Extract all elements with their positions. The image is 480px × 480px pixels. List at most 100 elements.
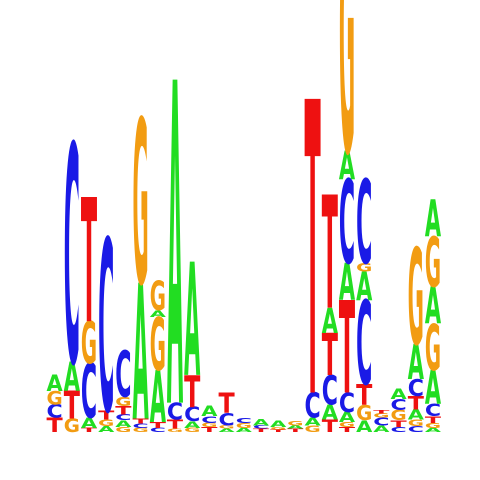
- logo-letter-a: A: [373, 423, 390, 434]
- logo-letter-a: A: [236, 427, 252, 434]
- logo-letter-g: G: [270, 427, 286, 431]
- logo-letter-t: T: [322, 323, 338, 390]
- logo-letter-t: T: [81, 427, 97, 434]
- logo-letter-g: G: [408, 418, 424, 429]
- logo-letter-c: C: [201, 414, 217, 425]
- logo-letter-a: A: [64, 353, 80, 401]
- logo-letter-a: A: [425, 427, 441, 434]
- logo-column-14: TGA: [270, 418, 287, 433]
- logo-letter-a: A: [425, 362, 441, 415]
- logo-letter-g: G: [425, 223, 441, 303]
- logo-letter-g: G: [115, 426, 131, 434]
- logo-letter-c: C: [150, 427, 166, 434]
- logo-letter-g: G: [133, 73, 149, 336]
- logo-letter-a: A: [408, 408, 425, 424]
- logo-letter-g: G: [339, 0, 355, 228]
- logo-letter-a: A: [391, 388, 408, 404]
- logo-letter-c: C: [133, 422, 149, 429]
- logo-letter-t: T: [133, 418, 149, 426]
- logo-letter-a: A: [47, 371, 64, 397]
- logo-letter-g: G: [47, 388, 63, 409]
- logo-letter-c: C: [81, 350, 97, 437]
- logo-letter-g: G: [150, 303, 166, 388]
- logo-letter-g: G: [236, 422, 252, 430]
- logo-letter-t: T: [167, 417, 183, 432]
- logo-letter-c: C: [167, 399, 183, 426]
- logo-letter-a: A: [253, 417, 270, 428]
- logo-letter-c: C: [47, 401, 63, 423]
- logo-letter-a: A: [339, 144, 356, 189]
- logo-letter-c: C: [339, 156, 355, 291]
- logo-letter-g: G: [425, 312, 441, 386]
- logo-letter-a: A: [150, 357, 166, 440]
- logo-letter-c: C: [98, 192, 114, 467]
- logo-letter-g: G: [391, 408, 407, 424]
- logo-letter-c: C: [236, 416, 252, 424]
- logo-letter-g: G: [98, 418, 114, 429]
- logo-column-15: TAG: [287, 421, 304, 434]
- logo-letter-g: G: [373, 413, 389, 419]
- logo-letter-a: A: [287, 424, 304, 429]
- logo-letter-a: A: [184, 232, 200, 413]
- logo-letter-c: C: [408, 375, 424, 402]
- logo-letter-c: C: [64, 85, 80, 433]
- logo-letter-a: A: [133, 247, 149, 463]
- logo-letter-g: G: [167, 428, 183, 433]
- logo-letter-a: A: [356, 418, 373, 436]
- logo-letter-t: T: [287, 428, 304, 433]
- logo-letter-c: C: [356, 277, 372, 412]
- logo-letter-g: G: [133, 427, 149, 433]
- logo-letter-t: T: [305, 20, 321, 480]
- logo-column-13: TCA: [253, 417, 270, 434]
- logo-letter-a: A: [425, 191, 441, 250]
- logo-letter-a: A: [115, 418, 132, 429]
- logo-letter-t: T: [47, 415, 63, 437]
- logo-letter-g: G: [356, 261, 372, 275]
- logo-letter-a: A: [425, 278, 441, 337]
- logo-letter-t: T: [356, 380, 372, 413]
- logo-letter-a: A: [322, 401, 338, 425]
- logo-letter-a: A: [339, 410, 356, 426]
- logo-letter-g: G: [339, 421, 355, 429]
- logo-letter-t: T: [184, 367, 200, 418]
- logo-letter-t: T: [391, 419, 408, 430]
- logo-letter-a: A: [219, 428, 236, 433]
- logo-letter-g: G: [219, 425, 235, 430]
- logo-letter-t: T: [98, 408, 114, 423]
- logo-letter-c: C: [115, 339, 131, 412]
- logo-letter-a: A: [150, 308, 167, 319]
- logo-letter-a: A: [408, 334, 424, 391]
- logo-letter-t: T: [373, 409, 390, 414]
- logo-letter-c: C: [391, 397, 407, 414]
- logo-letter-t: T: [339, 426, 355, 434]
- logo-letter-g: G: [201, 422, 217, 428]
- logo-letter-t: T: [64, 385, 80, 428]
- logo-letter-a: A: [270, 418, 287, 429]
- logo-letter-t: T: [322, 416, 339, 436]
- logo-letter-t: T: [150, 421, 166, 430]
- logo-letter-c: C: [425, 400, 441, 420]
- logo-letter-g: G: [287, 421, 303, 427]
- logo-letter-t: T: [425, 415, 442, 426]
- logo-letter-c: C: [408, 425, 424, 434]
- logo-letter-t: T: [253, 428, 270, 433]
- logo-letter-t: T: [339, 276, 355, 423]
- logo-letter-c: C: [253, 424, 269, 429]
- logo-letter-g: G: [184, 427, 200, 433]
- logo-letter-c: C: [356, 156, 372, 291]
- logo-letter-g: G: [150, 275, 166, 321]
- logo-letter-c: C: [322, 367, 338, 414]
- logo-letter-t: T: [201, 426, 217, 434]
